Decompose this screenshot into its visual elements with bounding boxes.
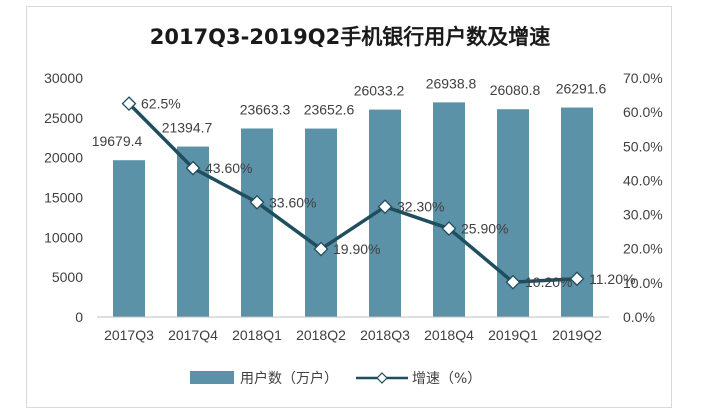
x-tick-label: 2019Q2 xyxy=(552,327,602,343)
y-left-tick-label: 20000 xyxy=(44,150,83,166)
y-right-tick-label: 40.0% xyxy=(623,172,663,188)
growth-marker xyxy=(441,221,457,236)
bar-value-label: 23652.6 xyxy=(304,102,355,118)
x-tick-label: 2018Q1 xyxy=(232,327,282,343)
x-tick-label: 2018Q2 xyxy=(296,327,346,343)
legend-line-label: 增速（%） xyxy=(412,371,481,387)
y-right-tick-label: 10.0% xyxy=(623,275,663,291)
growth-marker xyxy=(569,271,585,287)
y-left-tick-label: 10000 xyxy=(44,229,83,245)
x-tick-label: 2019Q1 xyxy=(488,327,538,343)
y-right-tick-label: 20.0% xyxy=(623,241,663,257)
y-right-tick-label: 30.0% xyxy=(623,207,663,223)
legend-bar-swatch xyxy=(190,371,234,384)
bar xyxy=(241,128,273,317)
growth-value-label: 10.20% xyxy=(525,274,572,290)
x-tick-label: 2018Q4 xyxy=(424,327,474,343)
bar-value-label: 19679.4 xyxy=(92,133,143,149)
x-tick-label: 2017Q3 xyxy=(104,327,154,343)
growth-value-label: 19.90% xyxy=(333,241,380,257)
bar xyxy=(305,128,337,317)
bar-value-label: 26291.6 xyxy=(556,81,607,97)
y-left-tick-label: 15000 xyxy=(44,190,83,206)
bar xyxy=(113,160,145,317)
chart-title: 2017Q3-2019Q2手机银行用户数及增速 xyxy=(149,25,551,49)
x-tick-label: 2018Q3 xyxy=(360,327,410,343)
growth-value-label: 33.60% xyxy=(269,194,316,210)
y-right-tick-label: 0.0% xyxy=(623,309,655,325)
growth-line xyxy=(127,102,578,284)
bar-value-label: 21394.7 xyxy=(162,120,213,136)
y-right-tick-label: 60.0% xyxy=(623,104,663,120)
y-right-tick-label: 50.0% xyxy=(623,138,663,154)
y-left-tick-label: 25000 xyxy=(44,110,83,126)
y-left-tick-label: 0 xyxy=(75,309,83,325)
growth-marker xyxy=(377,199,393,215)
growth-value-label: 25.90% xyxy=(461,221,508,237)
growth-marker xyxy=(121,96,137,112)
growth-marker xyxy=(313,241,329,257)
growth-value-label: 11.20% xyxy=(589,271,635,287)
x-tick-label: 2017Q4 xyxy=(168,327,218,343)
growth-marker xyxy=(185,160,201,176)
bar-value-label: 23663.3 xyxy=(240,101,291,117)
y-left-tick-label: 5000 xyxy=(52,269,83,285)
growth-marker xyxy=(505,274,521,290)
y-left-tick-label: 30000 xyxy=(44,70,83,86)
growth-marker xyxy=(249,194,265,210)
bar-value-label: 26080.8 xyxy=(490,82,541,98)
growth-value-label: 62.5% xyxy=(141,96,181,112)
legend-line-marker xyxy=(376,372,388,384)
bar-value-label: 26938.8 xyxy=(426,75,477,91)
growth-value-label: 32.30% xyxy=(397,199,444,215)
y-right-tick-label: 70.0% xyxy=(623,70,663,86)
legend-bar-label: 用户数（万户） xyxy=(240,370,338,387)
growth-value-label: 43.60% xyxy=(205,160,252,176)
bar-value-label: 26033.2 xyxy=(354,83,405,99)
bar xyxy=(433,102,465,317)
